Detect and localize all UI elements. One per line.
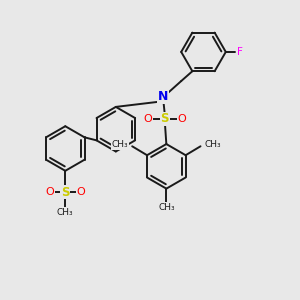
Text: N: N bbox=[158, 90, 169, 103]
Text: CH₃: CH₃ bbox=[57, 208, 74, 217]
Text: CH₃: CH₃ bbox=[158, 203, 175, 212]
Text: O: O bbox=[46, 187, 54, 197]
Text: S: S bbox=[61, 186, 70, 199]
Text: CH₃: CH₃ bbox=[112, 140, 129, 149]
Text: F: F bbox=[237, 47, 243, 57]
Text: O: O bbox=[76, 187, 85, 197]
Text: O: O bbox=[143, 114, 152, 124]
Text: O: O bbox=[178, 114, 187, 124]
Text: S: S bbox=[160, 112, 169, 125]
Text: CH₃: CH₃ bbox=[204, 140, 221, 149]
